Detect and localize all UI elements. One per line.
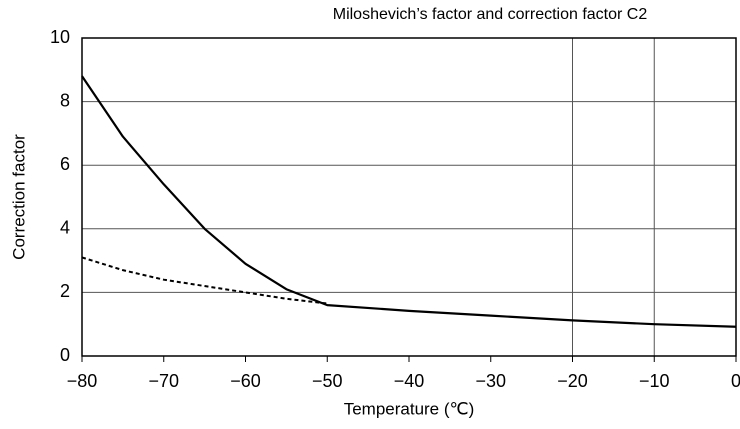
- y-tick-label: 10: [50, 27, 70, 47]
- chart-title: Miloshevich’s factor and correction fact…: [333, 6, 648, 23]
- y-tick-label: 4: [60, 218, 70, 238]
- x-tick-label: −20: [557, 371, 588, 391]
- line: [81, 256, 328, 305]
- y-tick-label: 6: [60, 154, 70, 174]
- x-tick-label: 0: [731, 371, 740, 391]
- x-axis-label: Temperature (℃): [344, 399, 475, 418]
- x-tick-label: −60: [230, 371, 261, 391]
- x-tick-label: −10: [639, 371, 670, 391]
- x-tick-label: −40: [394, 371, 425, 391]
- y-tick-label: 8: [60, 90, 70, 110]
- x-tick-label: −80: [67, 371, 98, 391]
- x-tick-label: −70: [148, 371, 179, 391]
- y-axis-label: Correction factor: [9, 134, 28, 260]
- line: [81, 75, 737, 328]
- plot-frame: [81, 37, 737, 357]
- x-tick-label: −50: [312, 371, 343, 391]
- x-tick-label: −30: [475, 371, 506, 391]
- y-tick-label: 2: [60, 281, 70, 301]
- y-tick-label: 0: [60, 345, 70, 365]
